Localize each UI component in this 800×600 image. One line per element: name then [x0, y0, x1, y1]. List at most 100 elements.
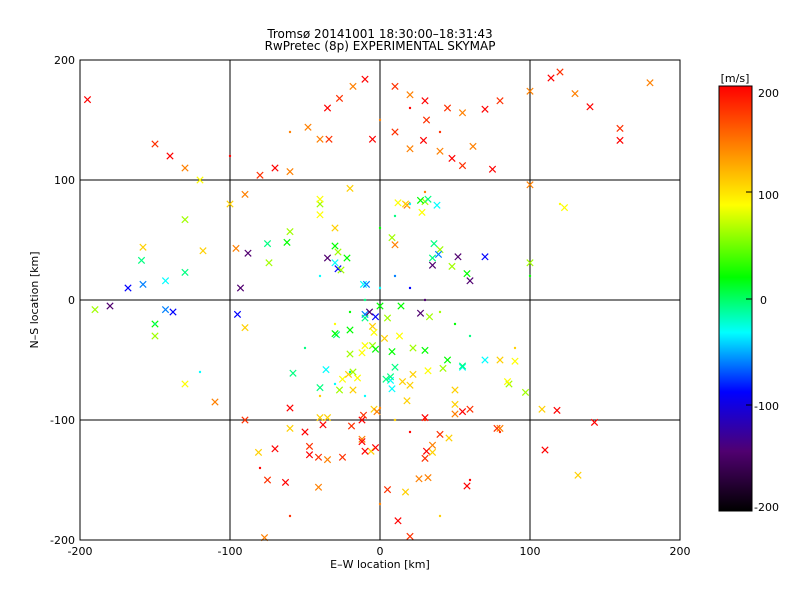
data-point-x — [454, 253, 462, 261]
data-point-x — [371, 345, 380, 353]
data-point-x — [151, 332, 159, 340]
data-point-dot — [558, 202, 562, 206]
data-point-x — [574, 471, 582, 479]
data-point-dot — [498, 430, 502, 434]
data-point-x — [422, 447, 431, 455]
data-point-x — [161, 305, 170, 314]
data-point-x — [331, 224, 339, 232]
data-point-x — [199, 247, 207, 255]
data-point-x — [161, 277, 170, 285]
data-point-x — [323, 455, 332, 464]
data-point-x — [349, 368, 357, 376]
data-point-x — [286, 424, 294, 433]
data-point-x — [395, 332, 404, 340]
data-point-x — [233, 310, 242, 319]
data-point-x — [139, 280, 147, 289]
data-point-x — [521, 388, 530, 397]
data-point-x — [346, 350, 354, 358]
data-point-x — [365, 308, 374, 316]
data-point-x — [469, 142, 477, 151]
data-point-dot — [348, 370, 352, 374]
data-point-x — [463, 269, 471, 278]
data-point-x — [451, 386, 459, 394]
colorbar-ticks: 200 100 0 -100 -200 — [746, 85, 779, 514]
data-point-x — [388, 385, 396, 393]
data-point-x — [424, 367, 432, 375]
data-point-x — [430, 239, 438, 248]
data-point-x — [419, 136, 428, 145]
data-point-x — [376, 302, 384, 310]
data-point-x — [371, 443, 380, 452]
data-point-x — [382, 375, 390, 383]
data-point-x — [319, 421, 327, 429]
data-point-x — [646, 79, 654, 87]
data-point-x — [416, 309, 425, 317]
data-point-x — [331, 329, 339, 338]
plot-frame — [79, 59, 681, 541]
data-point-x — [359, 411, 368, 419]
data-point-x — [241, 416, 249, 424]
data-point-x — [316, 383, 324, 392]
data-point-x — [305, 442, 314, 451]
data-point-x — [325, 135, 333, 143]
data-point-x — [448, 262, 456, 271]
data-point-x — [241, 190, 249, 199]
x-axis-label: E–W location [km] — [330, 558, 430, 571]
data-point-x — [418, 208, 426, 217]
data-point-x — [358, 435, 366, 443]
colorbar-tick: 0 — [760, 294, 767, 307]
data-point-dot — [468, 334, 472, 338]
data-point-dot — [228, 154, 232, 158]
y-tick: 100 — [54, 174, 75, 187]
data-point-x — [323, 104, 332, 112]
data-point-x — [428, 254, 437, 262]
data-point-x — [181, 380, 189, 388]
data-point-x — [368, 322, 377, 331]
data-point-x — [511, 357, 519, 365]
data-point-x — [443, 104, 452, 112]
data-point-x — [451, 400, 459, 409]
data-point-x — [323, 254, 332, 262]
chart-title: Tromsø 20141001 18:30:00–18:31:43 — [267, 27, 493, 41]
y-ticks: -200 -100 0 100 200 — [50, 54, 75, 547]
colorbar-tick: 100 — [758, 189, 779, 202]
data-point-x — [391, 82, 399, 91]
data-point-dot — [288, 514, 292, 518]
data-point-x — [106, 302, 114, 310]
data-point-x — [424, 195, 432, 203]
colorbar-label: [m/s] — [721, 72, 750, 85]
data-point-x — [386, 373, 395, 381]
data-point-x — [265, 259, 273, 267]
data-point-x — [526, 259, 534, 267]
data-point-x — [331, 259, 339, 267]
data-point-x — [361, 341, 369, 350]
data-point-x — [331, 242, 339, 250]
data-point-x — [271, 164, 279, 172]
data-point-x — [337, 266, 345, 274]
data-point-dot — [408, 202, 412, 206]
data-point-x — [448, 154, 456, 163]
data-point-dot — [408, 286, 412, 290]
data-point-x — [283, 238, 291, 247]
data-point-x — [373, 407, 381, 416]
data-point-x — [370, 328, 378, 337]
data-point-x — [286, 167, 294, 176]
data-point-x — [391, 363, 399, 371]
colorbar-tick: -200 — [754, 501, 779, 514]
data-point-x — [338, 453, 347, 461]
data-point-x — [226, 200, 234, 208]
data-point-x — [538, 405, 546, 413]
data-point-dot — [378, 118, 382, 122]
data-point-x — [91, 305, 99, 314]
data-point-x — [503, 377, 512, 386]
y-tick: -200 — [50, 534, 75, 547]
data-point-x — [236, 284, 245, 292]
data-point-x — [358, 349, 366, 357]
data-point-x — [362, 280, 371, 289]
data-point-x — [422, 116, 431, 124]
data-point-x — [139, 243, 147, 251]
data-point-x — [316, 135, 324, 143]
data-point-dot — [378, 502, 382, 506]
data-point-x — [401, 200, 410, 208]
data-point-x — [428, 261, 437, 269]
